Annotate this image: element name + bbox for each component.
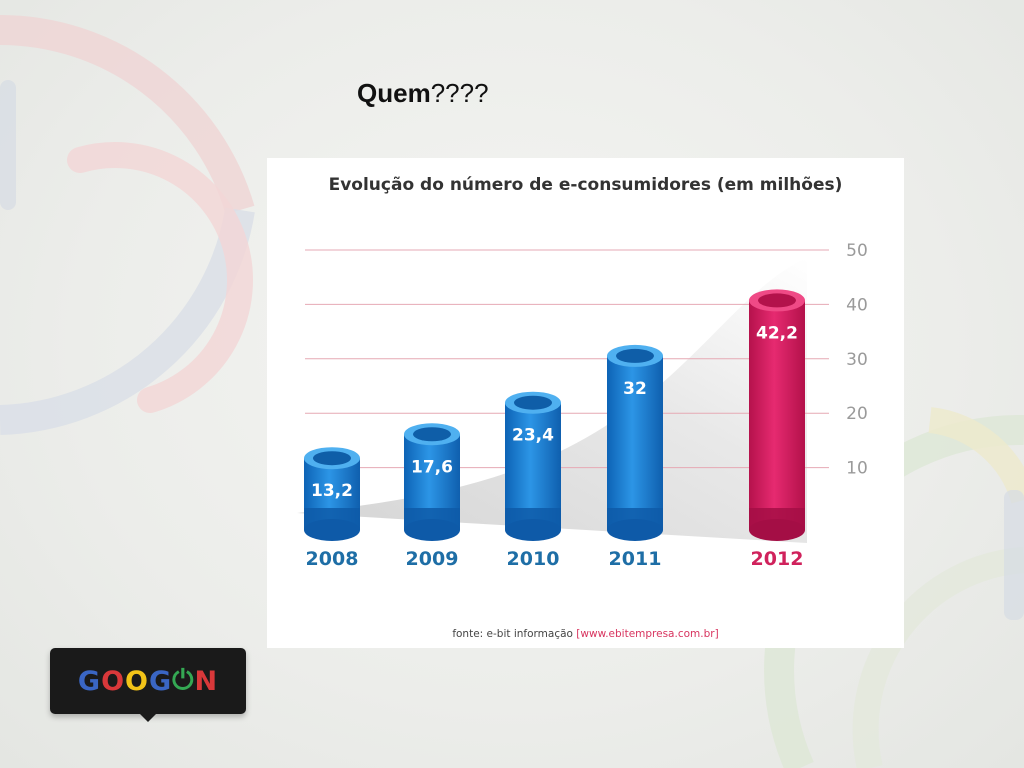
logo-text: G O O G ⏻ N (78, 665, 218, 697)
category-label: 2008 (306, 548, 359, 570)
bar-top-hole (313, 451, 351, 466)
chart-source: fonte: e-bit informação [www.ebitempresa… (267, 628, 904, 640)
bar-2008 (304, 447, 360, 541)
bar-body (607, 355, 663, 530)
source-link[interactable]: [www.ebitempresa.com.br] (576, 628, 719, 640)
category-label: 2010 (507, 548, 560, 570)
logo-letter: O (125, 665, 149, 697)
y-tick-label: 50 (846, 241, 868, 261)
source-prefix: fonte: e-bit informação (452, 628, 573, 640)
slide-title-bold: Quem (357, 78, 431, 108)
bar-2012 (749, 289, 805, 541)
bar-top-hole (758, 293, 796, 308)
value-label: 13,2 (311, 481, 353, 501)
bar-bottom (404, 519, 460, 541)
bar-chart: 10 20 30 40 50 13,2 2008 17,6 2009 23,4 2010 32 2011… (297, 241, 868, 570)
y-tick-label: 20 (846, 404, 868, 424)
logo-letter: ⏻ (172, 665, 195, 696)
bar-bottom (304, 519, 360, 541)
category-label: 2012 (751, 548, 804, 570)
bar-top-hole (514, 395, 552, 410)
logo-letter: G (148, 665, 173, 697)
category-label: 2009 (406, 548, 459, 570)
bar-bottom (607, 519, 663, 541)
background-swoosh (297, 258, 807, 543)
bar-top-hole (616, 348, 654, 363)
bar-body (749, 300, 805, 530)
bar-bottom (749, 519, 805, 541)
category-label: 2011 (609, 548, 662, 570)
googon-logo: G O O G ⏻ N (50, 648, 246, 722)
value-label: 23,4 (512, 426, 554, 446)
value-label: 17,6 (411, 457, 453, 477)
bar-2011 (607, 344, 663, 541)
chart-title: Evolução do número de e-consumidores (em… (328, 175, 843, 195)
bar-2009 (404, 423, 460, 541)
logo-letter: O (101, 665, 126, 697)
bar-bottom (505, 519, 561, 541)
logo-letter: N (194, 665, 219, 697)
bar-top-hole (413, 427, 451, 442)
logo-letter: G (77, 665, 102, 697)
chart-card: 10 20 30 40 50 13,2 2008 17,6 2009 23,4 2010 32 2011… (267, 158, 904, 648)
y-tick-label: 10 (846, 459, 868, 479)
y-tick-label: 40 (846, 295, 868, 315)
value-label: 42,2 (756, 323, 798, 343)
slide-title-rest: ???? (430, 78, 489, 108)
value-label: 32 (623, 379, 647, 399)
y-tick-label: 30 (846, 350, 868, 370)
slide-title: Quem???? (357, 78, 489, 109)
bar-2010 (505, 391, 561, 541)
